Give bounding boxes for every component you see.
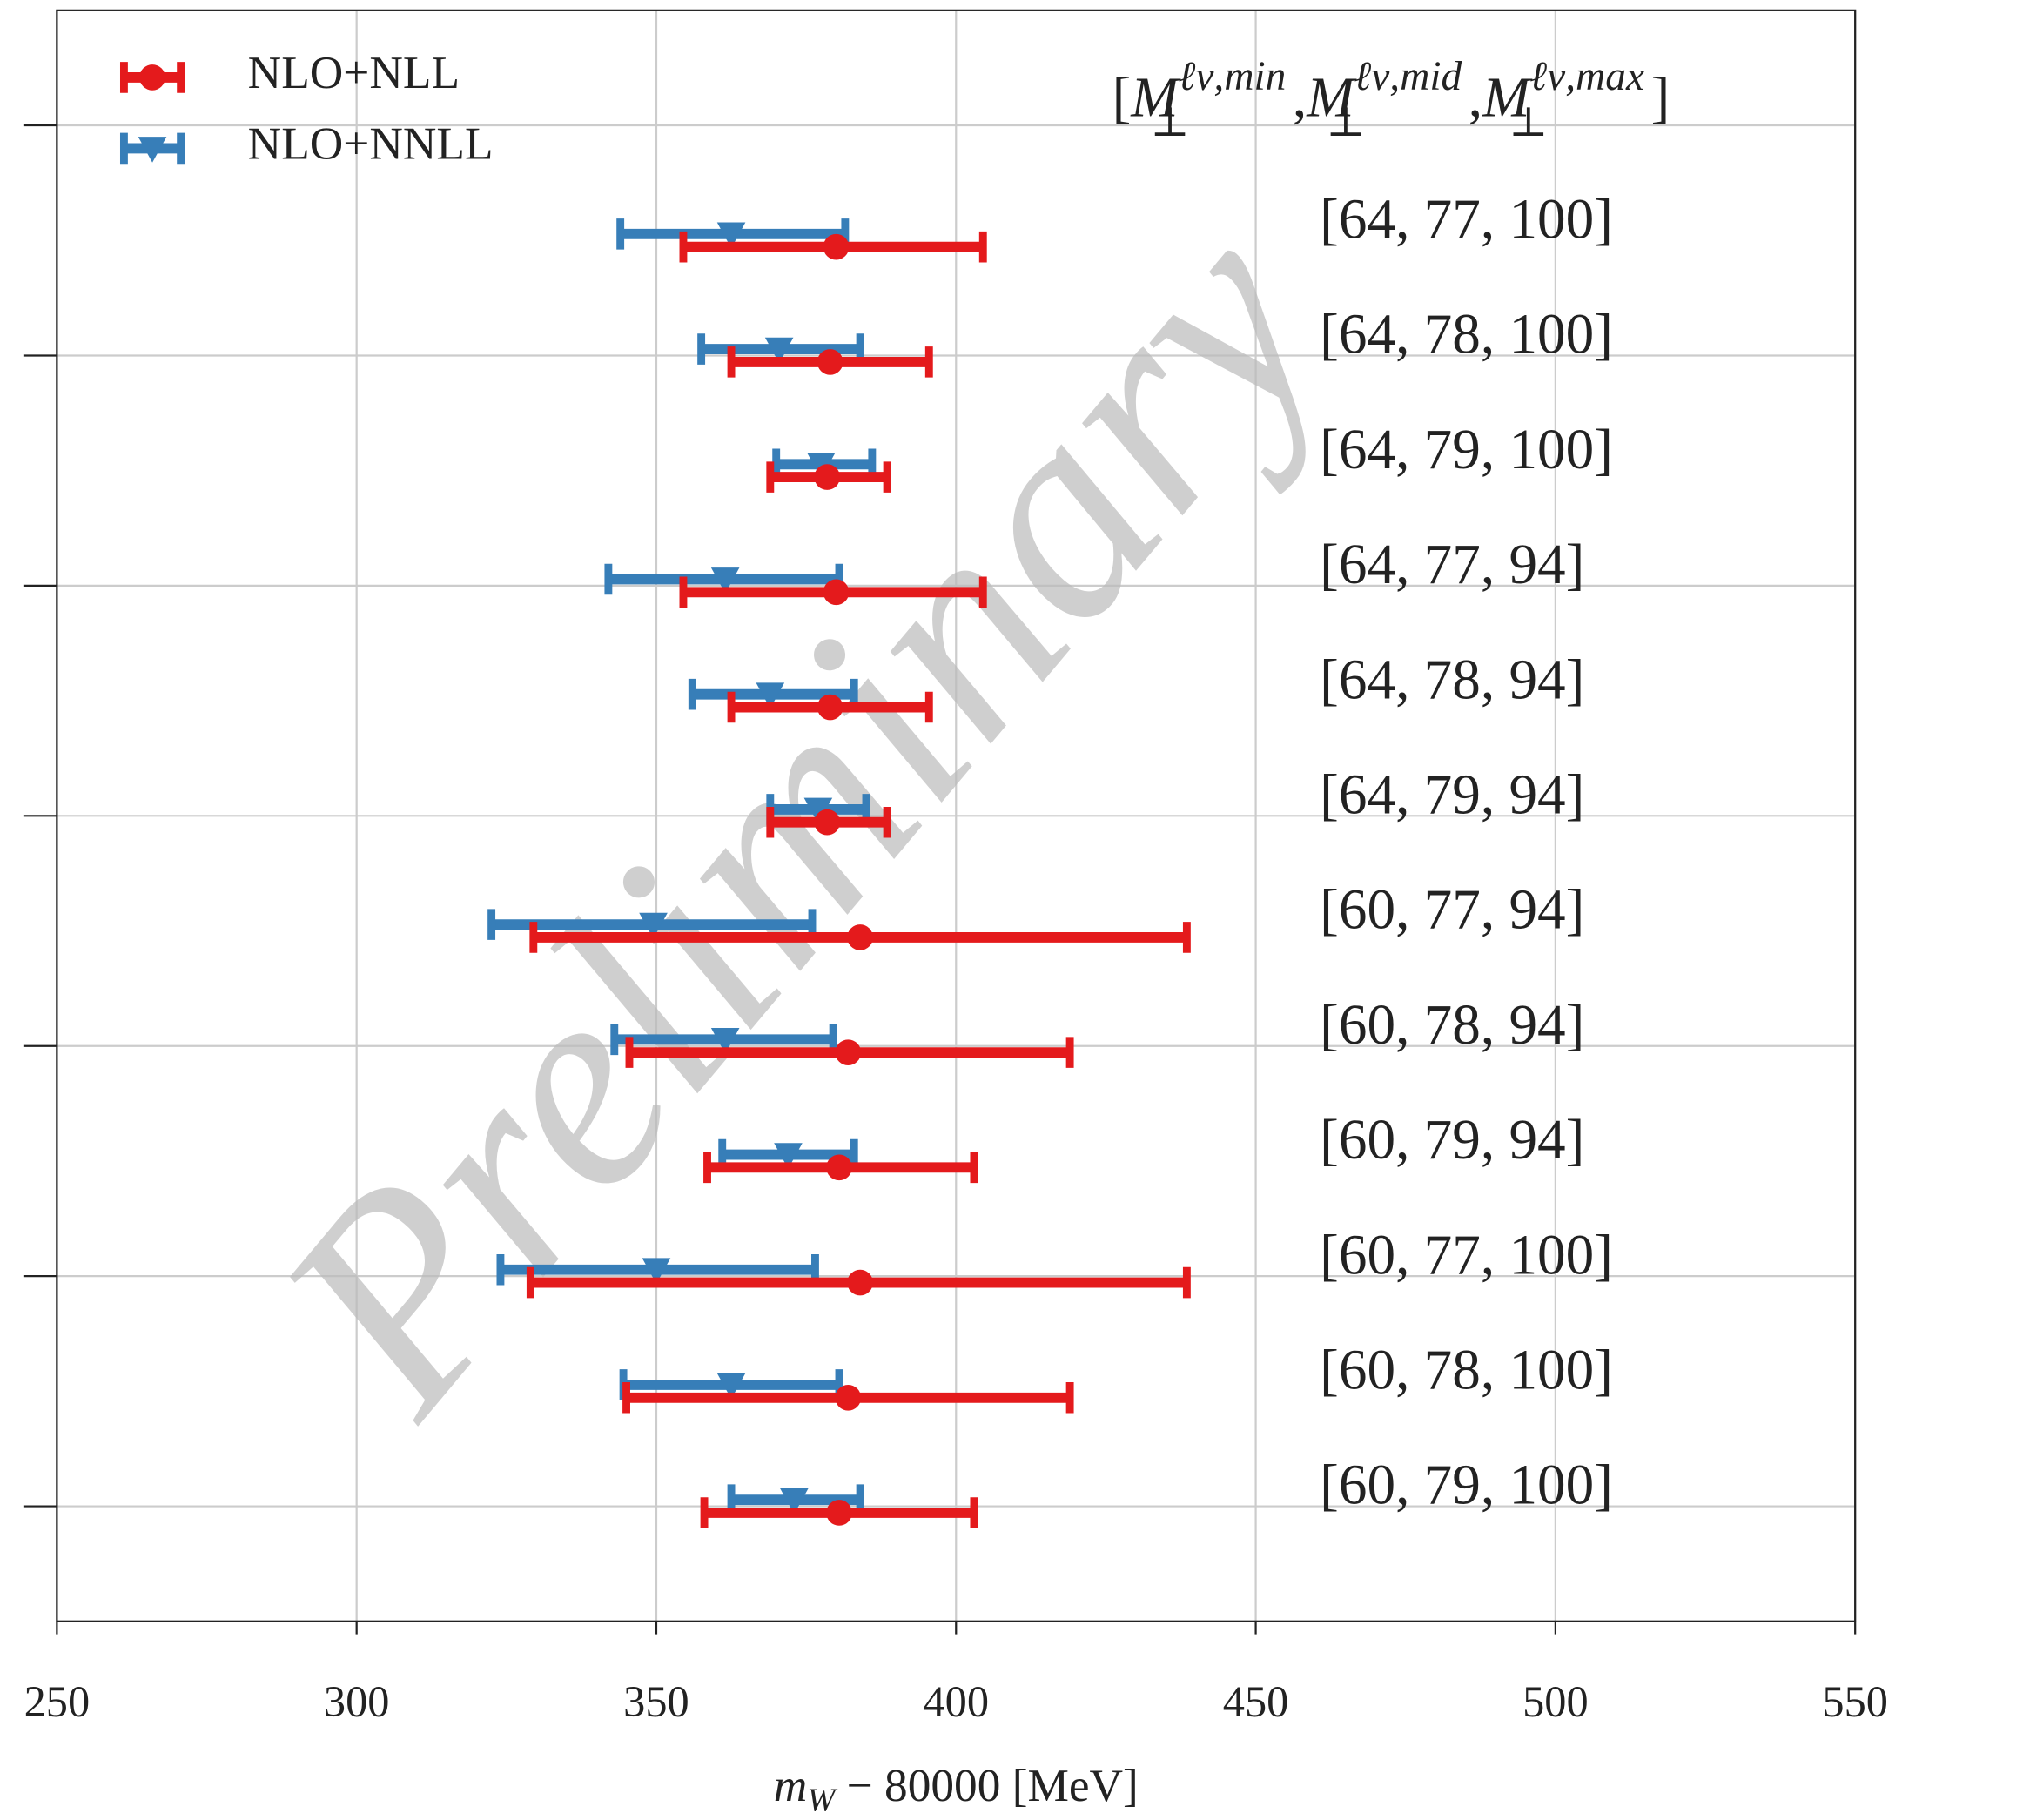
marker (774, 1143, 803, 1169)
rest: − 80000 [MeV] (835, 1759, 1139, 1811)
x-axis-label: mW − 80000 [MeV] (774, 1759, 1139, 1818)
separator: , (1469, 67, 1482, 130)
marker (847, 1269, 873, 1296)
variable: m (774, 1759, 808, 1811)
marker (807, 452, 836, 479)
marker (716, 1373, 746, 1400)
category-label: [60, 77, 94] (1320, 879, 1584, 942)
legend-label: NLO+NLL (248, 46, 460, 98)
grid (56, 10, 1857, 1622)
marker (803, 797, 833, 824)
category-label: [60, 78, 100] (1320, 1340, 1613, 1402)
category-label: [64, 77, 94] (1320, 534, 1584, 596)
x-tick-label: 350 (623, 1677, 689, 1726)
category-label: [64, 79, 100] (1320, 419, 1613, 481)
x-tick-label: 250 (24, 1677, 91, 1726)
marker (764, 337, 794, 364)
bracket: ] (1651, 67, 1670, 130)
marker (826, 1500, 852, 1526)
x-tick-label: 400 (923, 1677, 989, 1726)
x-tick-label: 300 (324, 1677, 390, 1726)
series (526, 231, 1191, 1528)
subscript: ⊥ (1509, 100, 1548, 145)
marker (847, 924, 873, 950)
category-label: [64, 77, 100] (1320, 188, 1613, 251)
marker (835, 1039, 862, 1065)
marker (780, 1488, 809, 1514)
x-tick-label: 550 (1822, 1677, 1888, 1726)
category-label: [60, 79, 100] (1320, 1454, 1613, 1517)
legend-marker (139, 64, 165, 91)
marker (817, 349, 843, 375)
superscript: ℓν,max (1529, 54, 1644, 99)
bracket: [ (1112, 67, 1132, 130)
category-label: [60, 79, 94] (1320, 1109, 1584, 1172)
subscript: ⊥ (1151, 100, 1190, 145)
marker (817, 694, 843, 721)
superscript: ℓν,min (1179, 54, 1287, 99)
column-header: [Mℓν,min ⊥ ,Mℓν,mid ⊥ ,Mℓν,max ⊥] (1112, 54, 1670, 145)
category-label: [64, 78, 94] (1320, 648, 1584, 711)
marker (716, 222, 746, 249)
marker (823, 579, 850, 606)
marks (487, 218, 1191, 1528)
legend: NLO+NLL NLO+NNLL (119, 46, 494, 170)
separator: , (1293, 67, 1307, 130)
marker (710, 1027, 740, 1054)
marker (639, 912, 668, 939)
marker (756, 682, 785, 709)
category-label: [60, 77, 100] (1320, 1224, 1613, 1286)
x-tick-label: 500 (1522, 1677, 1589, 1726)
legend-label: NLO+NNLL (248, 118, 494, 170)
marker (826, 1154, 852, 1181)
marker (814, 809, 841, 836)
marker (823, 233, 850, 260)
category-label: [64, 79, 94] (1320, 764, 1584, 827)
symbol: M (1482, 67, 1533, 130)
symbol: M (1130, 67, 1181, 130)
symbol: M (1306, 67, 1357, 130)
category-label: [60, 78, 94] (1320, 994, 1584, 1057)
marker (814, 464, 841, 490)
x-tick-label: 450 (1223, 1677, 1289, 1726)
superscript: ℓν,mid (1354, 54, 1462, 99)
category-label: [64, 78, 100] (1320, 304, 1613, 366)
subscript: ⊥ (1327, 100, 1366, 145)
subscript: W (807, 1783, 837, 1819)
marker (835, 1384, 862, 1411)
legend-marker (138, 137, 167, 163)
marker (710, 567, 740, 594)
marker (642, 1258, 671, 1285)
